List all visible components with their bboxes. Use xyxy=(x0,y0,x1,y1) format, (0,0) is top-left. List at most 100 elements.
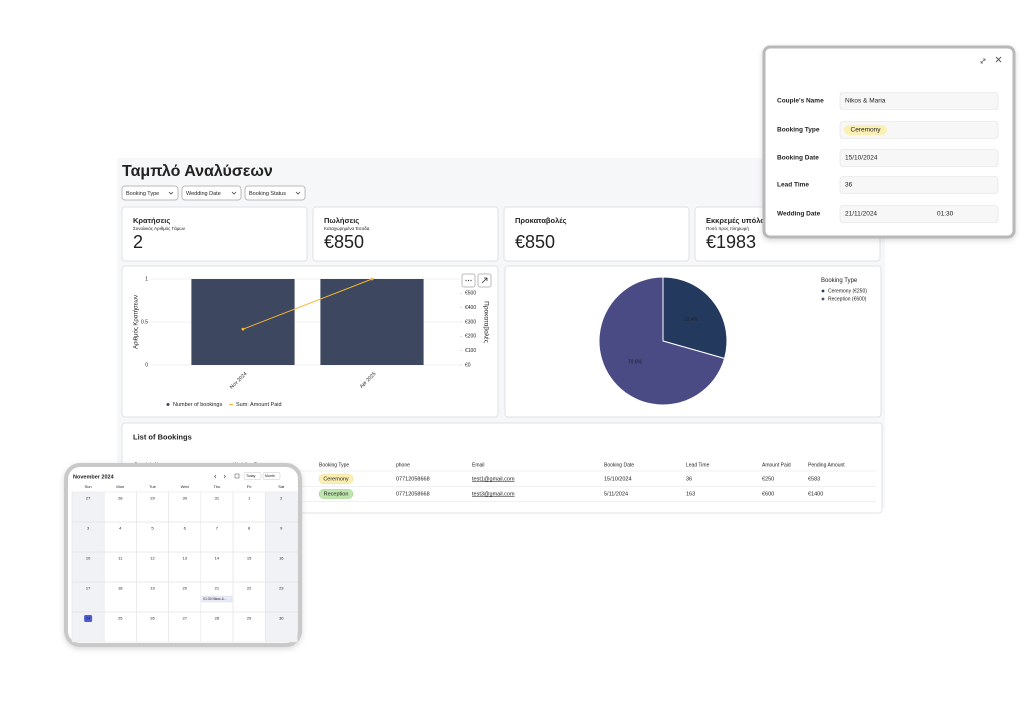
chevron xyxy=(168,191,174,195)
day-number: 22 xyxy=(247,586,252,591)
y2-tick-label: €0 xyxy=(465,362,471,368)
prev-icon[interactable] xyxy=(214,474,217,479)
type-chip xyxy=(318,489,354,499)
field-value: 21/11/2024 xyxy=(845,211,877,218)
point xyxy=(241,327,245,331)
kpi-title: Πωλήσεις xyxy=(324,216,359,225)
kpi-card xyxy=(121,206,308,262)
cell: 36 xyxy=(686,476,692,482)
field-label: Booking Date xyxy=(777,155,819,162)
day-number: 27 xyxy=(86,496,91,501)
cell: €583 xyxy=(808,476,820,482)
legend-label: Number of bookings xyxy=(173,402,222,408)
day-number: 29 xyxy=(247,616,252,621)
y2-tick-label: €100 xyxy=(465,348,476,354)
kpi-card xyxy=(312,206,499,262)
email-link[interactable]: test3@gmail.com xyxy=(472,491,515,497)
filter-label: Booking Status xyxy=(249,191,286,197)
column-header: Pending Amount xyxy=(808,462,845,468)
kpi-value: €850 xyxy=(324,232,364,252)
pie-slice xyxy=(598,276,726,406)
day-number: 1 xyxy=(248,496,251,501)
cell: €250 xyxy=(762,476,774,482)
email-link[interactable]: test1@gmail.com xyxy=(472,476,515,482)
kpi-title: Προκαταβολές xyxy=(515,216,567,225)
field-input[interactable] xyxy=(839,92,999,110)
legend-swatch xyxy=(821,289,825,293)
legend-label: Sum: Amount Paid xyxy=(236,402,282,408)
day-number: 21 xyxy=(215,586,220,591)
selected-day xyxy=(84,615,93,622)
kpi-subtitle: Συνολικός Αριθμός Γάμων xyxy=(133,225,186,231)
day-number: 12 xyxy=(150,556,155,561)
table-title: List of Bookings xyxy=(133,432,192,441)
event-chip[interactable] xyxy=(201,595,233,603)
kpi-subtitle: Ποσό προς πληρωμή xyxy=(706,225,749,231)
field-value: Nikos & Maria xyxy=(845,98,886,105)
y2-tick-label: €300 xyxy=(465,319,476,325)
calendar-button[interactable] xyxy=(262,472,281,480)
day-number: 18 xyxy=(118,586,123,591)
expand-icon[interactable] xyxy=(980,58,986,64)
legend-label: Reception (€600) xyxy=(828,296,867,302)
calendar-button[interactable] xyxy=(243,472,262,480)
day-number: 6 xyxy=(184,526,187,531)
day-number: 2 xyxy=(280,496,283,501)
filter-button[interactable] xyxy=(181,185,242,201)
day-number: 13 xyxy=(182,556,187,561)
field-label: Couple's Name xyxy=(777,98,824,105)
weekday: Thu xyxy=(213,484,220,489)
field-value: 36 xyxy=(845,182,853,189)
line xyxy=(242,279,373,330)
column-header: Lead Time xyxy=(686,462,710,468)
type-chip xyxy=(318,474,354,484)
y-tick-label: 0 xyxy=(145,362,148,368)
column-header: phone xyxy=(396,462,410,468)
kpi-card xyxy=(503,206,690,262)
day-cell[interactable] xyxy=(264,611,298,643)
field-value: Ceremony xyxy=(851,127,882,134)
day-number: 10 xyxy=(86,556,91,561)
field-input[interactable] xyxy=(839,205,999,223)
field-input[interactable] xyxy=(839,149,999,167)
field-input[interactable] xyxy=(839,176,999,194)
day-number: 15 xyxy=(247,556,252,561)
kpi-value: €1983 xyxy=(706,232,756,252)
cell: Ceremony xyxy=(323,476,349,482)
day-number: 29 xyxy=(150,496,155,501)
chart-card xyxy=(121,265,499,418)
filter-label: Booking Type xyxy=(126,191,159,197)
y-axis-label: Αριθμός Κρατήσεων xyxy=(133,295,140,349)
weekday: Fri xyxy=(247,484,252,489)
point xyxy=(370,277,374,281)
day-number: 5 xyxy=(151,526,154,531)
day-number: 8 xyxy=(248,526,251,531)
day-number: 3 xyxy=(87,526,90,531)
legend-title: Booking Type xyxy=(821,278,858,284)
filter-button[interactable] xyxy=(121,185,179,201)
slice-label: 29.4% xyxy=(684,317,699,323)
day-number: 30 xyxy=(279,616,284,621)
y-tick-label: 1 xyxy=(145,276,148,282)
y2-tick-label: €400 xyxy=(465,305,476,311)
day-number: 4 xyxy=(119,526,122,531)
filter-button[interactable] xyxy=(244,185,306,201)
weekday: Wed xyxy=(181,484,189,489)
field-time: 01:30 xyxy=(937,211,954,218)
column-header: Booking Type xyxy=(319,462,349,468)
y2-tick-label: €200 xyxy=(465,334,476,340)
y2-axis-label: Προκαταβολές xyxy=(482,301,490,343)
next-icon[interactable] xyxy=(223,474,226,479)
day-number: 11 xyxy=(118,556,123,561)
date-icon[interactable] xyxy=(234,473,240,479)
day-number: 20 xyxy=(182,586,187,591)
cell: €600 xyxy=(762,491,774,497)
calendar-popup xyxy=(64,463,302,647)
weekday: Sat xyxy=(278,484,285,489)
day-number: 17 xyxy=(86,586,91,591)
day-number: 14 xyxy=(215,556,220,561)
day-number: 26 xyxy=(150,616,155,621)
cell: 07712058668 xyxy=(396,491,430,497)
close-icon[interactable] xyxy=(995,56,1002,63)
cell: 163 xyxy=(686,491,695,497)
